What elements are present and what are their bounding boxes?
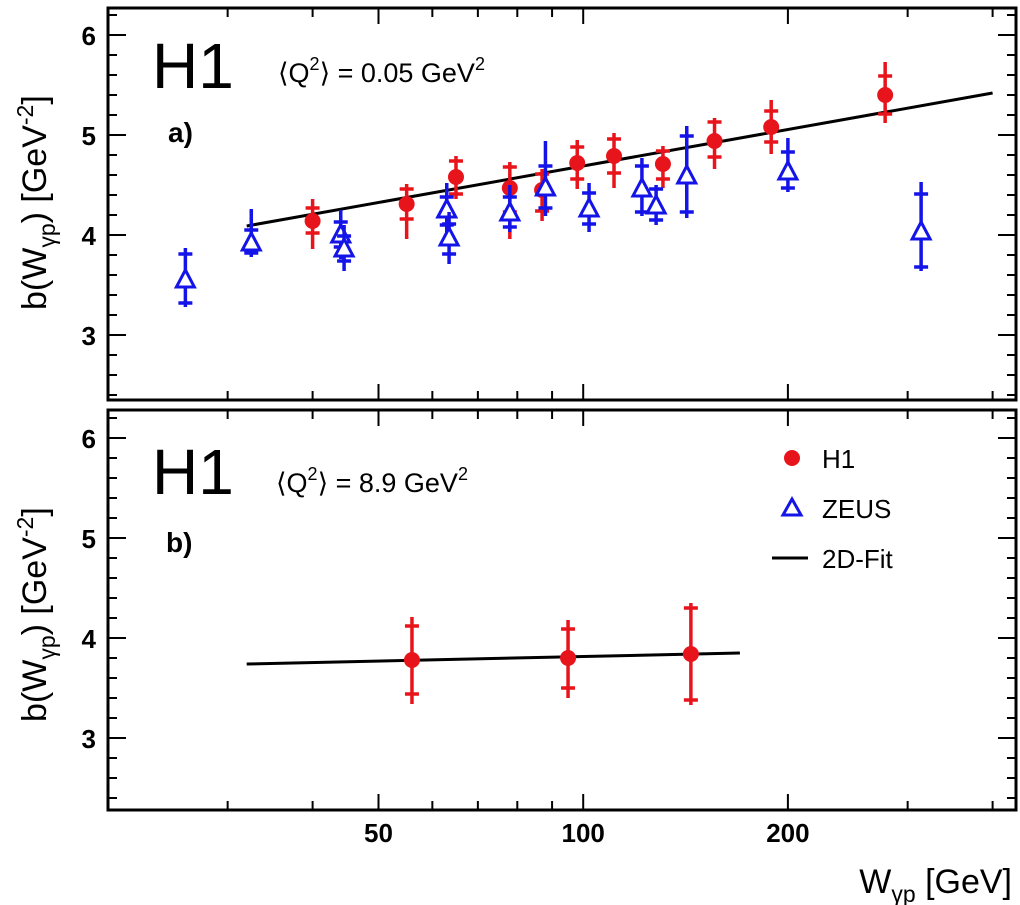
legend: H1 ZEUS 2D-Fit <box>772 444 894 574</box>
zeus-point <box>329 221 353 244</box>
h1-point <box>447 169 464 185</box>
legend-h1-marker <box>784 450 800 466</box>
zeus-point <box>776 158 800 181</box>
h1-point <box>606 148 623 164</box>
panel-b-letter: b) <box>166 527 192 558</box>
x-tick-label: 50 <box>364 818 393 848</box>
h1-point <box>560 650 577 666</box>
zeus-point <box>533 174 557 197</box>
panel-b-annotation-sup1: 2 <box>308 464 318 484</box>
legend-fit-label: 2D-Fit <box>822 544 894 574</box>
zeus-point <box>498 199 522 222</box>
y-tick-label: 6 <box>82 424 96 454</box>
zeus-point <box>909 218 933 241</box>
h1-point <box>682 646 699 662</box>
zeus-point <box>332 235 356 258</box>
x-axis-label: Wγp [GeV] <box>859 863 1012 905</box>
panel-b-annotation: ⟨Q2⟩ = 8.9 GeV2 <box>276 464 468 498</box>
y-tick-label: 5 <box>82 121 96 151</box>
x-tick-labels: 50 100 200 <box>364 818 810 848</box>
x-tick-label: 100 <box>562 818 605 848</box>
zeus-point <box>675 162 699 185</box>
y-tick-label: 5 <box>82 524 96 554</box>
zeus-point <box>437 224 461 247</box>
h1-point <box>763 119 780 135</box>
h1-point <box>706 133 723 149</box>
legend-h1-label: H1 <box>822 444 855 474</box>
h1-point <box>654 156 671 172</box>
h1-point <box>877 87 894 103</box>
h1-point <box>569 155 586 171</box>
panel-a-y-axis-label: b(Wγp) [GeV-2] <box>12 95 60 310</box>
x-tick-label: 200 <box>766 818 809 848</box>
panel-a-frame <box>106 6 1018 402</box>
zeus-point <box>577 195 601 218</box>
zeus-point <box>239 229 263 252</box>
panel-b-frame <box>106 408 1018 812</box>
y-tick-label: 3 <box>82 321 96 351</box>
panel-a-x-ticks <box>226 8 994 400</box>
panel-b-annotation-sup2: 2 <box>458 464 468 484</box>
panel-a-letter: a) <box>168 117 193 148</box>
zeus-point <box>435 196 459 219</box>
panel-b-y-ticks: 3 4 5 6 <box>82 417 1016 799</box>
zeus-point <box>630 175 654 198</box>
panel-b-experiment-tag: H1 <box>152 436 234 508</box>
panel-a-data <box>173 62 933 307</box>
h1-point <box>304 213 321 229</box>
legend-zeus-marker <box>780 495 804 517</box>
panel-a-y-ticks: 3 4 5 6 <box>82 14 1016 396</box>
panel-b-fit <box>246 651 740 666</box>
panel-a-annotation: ⟨Q2⟩ = 0.05 GeV2 <box>278 54 485 88</box>
panel-a-annotation-mid: ⟩ = 0.05 GeV <box>320 58 475 88</box>
h1-point <box>403 652 420 668</box>
zeus-point <box>173 266 197 289</box>
fit-line <box>246 651 740 666</box>
legend-zeus-label: ZEUS <box>822 494 891 524</box>
panel-b-data <box>403 603 699 705</box>
panel-b-annotation-prefix: ⟨Q <box>276 468 308 498</box>
panel-a-experiment-tag: H1 <box>152 30 234 102</box>
panel-a-annotation-sup2: 2 <box>475 54 485 74</box>
y-tick-label: 3 <box>82 724 96 754</box>
panel-b-x-ticks <box>226 410 994 810</box>
y-tick-label: 4 <box>82 221 97 251</box>
zeus-point <box>644 192 668 215</box>
panel-a-annotation-sup1: 2 <box>310 54 320 74</box>
h1-point <box>398 196 415 212</box>
panel-a-annotation-prefix: ⟨Q <box>278 58 310 88</box>
panel-b-y-axis-label: b(Wγp) [GeV-2] <box>12 507 60 722</box>
panel-b-annotation-mid: ⟩ = 8.9 GeV <box>318 468 458 498</box>
y-tick-label: 6 <box>82 21 96 51</box>
y-tick-label: 4 <box>82 624 97 654</box>
